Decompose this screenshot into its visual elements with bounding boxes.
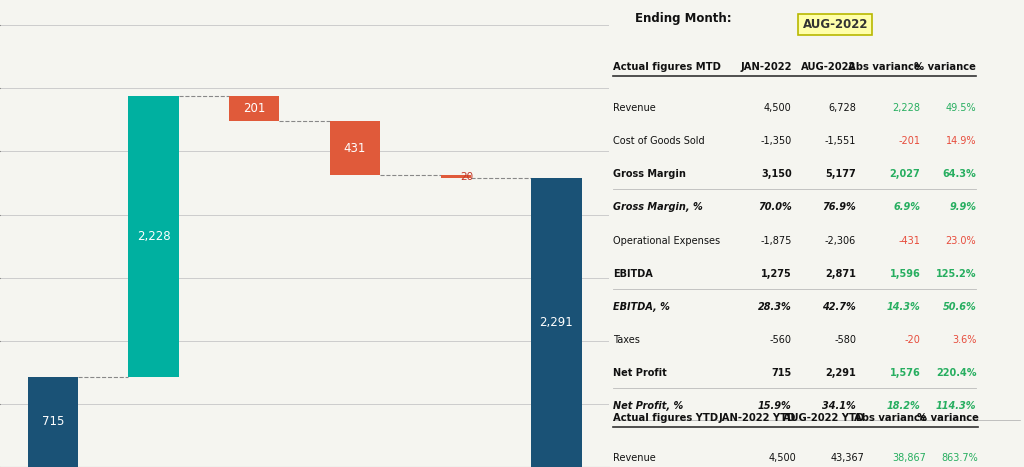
Text: Cost of Goods Sold: Cost of Goods Sold [613, 136, 706, 146]
Text: 9.9%: 9.9% [949, 202, 976, 212]
Text: % variance: % variance [914, 63, 976, 72]
Bar [229, 96, 280, 121]
Text: 50.6%: 50.6% [942, 302, 976, 312]
Text: 2,291: 2,291 [540, 316, 573, 329]
Text: 715: 715 [771, 368, 792, 378]
Text: Revenue: Revenue [613, 453, 656, 463]
Text: 4,500: 4,500 [764, 103, 792, 113]
Bar [330, 121, 380, 175]
Text: -201: -201 [898, 136, 921, 146]
Text: Net Profit, %: Net Profit, % [613, 401, 684, 411]
Text: Gross Margin: Gross Margin [613, 169, 686, 179]
Text: 114.3%: 114.3% [936, 401, 976, 411]
Text: Gross Margin, %: Gross Margin, % [613, 202, 703, 212]
Text: AUG-2022: AUG-2022 [803, 18, 868, 31]
Text: AUG-2022: AUG-2022 [801, 63, 856, 72]
Text: 42.7%: 42.7% [822, 302, 856, 312]
Text: Net Profit: Net Profit [613, 368, 668, 378]
Text: 863.7%: 863.7% [942, 453, 978, 463]
Text: 14.9%: 14.9% [946, 136, 976, 146]
Bar [531, 178, 582, 467]
Text: 6,728: 6,728 [828, 103, 856, 113]
Text: Revenue: Revenue [613, 103, 656, 113]
Text: -1,551: -1,551 [824, 136, 856, 146]
Text: 49.5%: 49.5% [946, 103, 976, 113]
Text: 1,576: 1,576 [890, 368, 921, 378]
Text: 125.2%: 125.2% [936, 269, 976, 279]
Text: 2,291: 2,291 [825, 368, 856, 378]
Text: EBITDA, %: EBITDA, % [613, 302, 671, 312]
Text: 23.0%: 23.0% [946, 235, 976, 246]
Text: 1,275: 1,275 [761, 269, 792, 279]
Text: Abs variance: Abs variance [848, 63, 921, 72]
Text: JAN-2022 YTD: JAN-2022 YTD [719, 413, 796, 423]
Text: 43,367: 43,367 [830, 453, 864, 463]
Text: 64.3%: 64.3% [942, 169, 976, 179]
Text: 70.0%: 70.0% [758, 202, 792, 212]
Text: Actual figures YTD: Actual figures YTD [613, 413, 719, 423]
Text: 20: 20 [461, 171, 474, 182]
Text: 431: 431 [344, 142, 367, 155]
Text: 4,500: 4,500 [768, 453, 796, 463]
Text: 2,871: 2,871 [825, 269, 856, 279]
Text: -580: -580 [834, 335, 856, 345]
Text: -1,875: -1,875 [761, 235, 792, 246]
Text: 2,027: 2,027 [890, 169, 921, 179]
Text: 28.3%: 28.3% [758, 302, 792, 312]
Text: -2,306: -2,306 [824, 235, 856, 246]
Bar [440, 175, 471, 178]
Text: 201: 201 [243, 102, 265, 115]
Text: 15.9%: 15.9% [758, 401, 792, 411]
Text: -560: -560 [770, 335, 792, 345]
Text: 18.2%: 18.2% [887, 401, 921, 411]
Text: 5,177: 5,177 [825, 169, 856, 179]
Text: AUG-2022 YTD: AUG-2022 YTD [783, 413, 864, 423]
Text: 14.3%: 14.3% [887, 302, 921, 312]
Text: -20: -20 [904, 335, 921, 345]
Text: 38,867: 38,867 [893, 453, 927, 463]
Text: 34.1%: 34.1% [822, 401, 856, 411]
Bar [28, 377, 78, 467]
Text: 2,228: 2,228 [137, 230, 170, 243]
Text: 715: 715 [42, 415, 65, 428]
Text: EBITDA: EBITDA [613, 269, 653, 279]
Bar [128, 96, 179, 377]
Text: Actual figures MTD: Actual figures MTD [613, 63, 721, 72]
Text: JAN-2022: JAN-2022 [740, 63, 792, 72]
Text: Abs variance: Abs variance [854, 413, 927, 423]
Text: 1,596: 1,596 [890, 269, 921, 279]
Text: Taxes: Taxes [613, 335, 640, 345]
Text: 3,150: 3,150 [761, 169, 792, 179]
Text: 2,228: 2,228 [892, 103, 921, 113]
Text: 76.9%: 76.9% [822, 202, 856, 212]
Text: -1,350: -1,350 [761, 136, 792, 146]
Text: -431: -431 [898, 235, 921, 246]
Text: Operational Expenses: Operational Expenses [613, 235, 721, 246]
Text: 6.9%: 6.9% [893, 202, 921, 212]
Text: 220.4%: 220.4% [936, 368, 976, 378]
Text: Ending Month:: Ending Month: [635, 12, 731, 25]
Text: 3.6%: 3.6% [952, 335, 976, 345]
Text: % variance: % variance [916, 413, 978, 423]
